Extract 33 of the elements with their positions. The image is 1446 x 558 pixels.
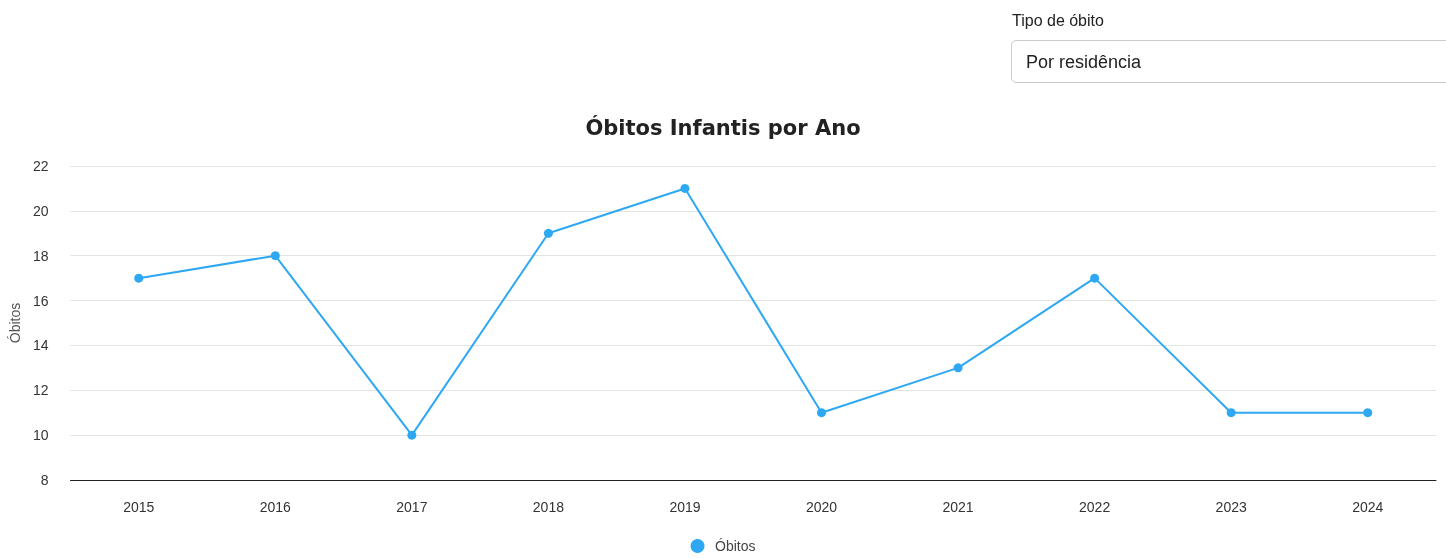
x-tick-label: 2022	[1079, 499, 1111, 515]
point	[953, 363, 963, 373]
y-tick-label: 16	[32, 292, 49, 309]
text: Tipo de óbito	[1012, 12, 1104, 30]
point	[817, 408, 827, 418]
y-tick-label: 14	[32, 337, 49, 354]
y-tick-label: 12	[32, 382, 49, 399]
y-tick-label: 8	[40, 472, 49, 488]
x-tick-label: 2021	[942, 499, 974, 515]
y-tick-label: 18	[32, 247, 49, 264]
point	[1226, 408, 1236, 418]
x-tick-label: 2024	[1352, 499, 1384, 515]
y-axis-title: Óbitos	[7, 302, 23, 344]
y-tick-label: 22	[32, 158, 49, 174]
x-tick-label: 2020	[805, 499, 838, 515]
y-tick-label: 10	[32, 427, 49, 444]
point	[407, 430, 417, 440]
chart-title: Óbitos Infantis por Ano	[585, 114, 861, 140]
point	[543, 228, 553, 238]
x-tick-label: 2023	[1215, 499, 1247, 515]
point	[1090, 273, 1100, 283]
y-tick-label: 20	[32, 202, 49, 219]
point	[680, 183, 690, 193]
x-tick-label: 2018	[532, 499, 565, 515]
x-tick-label: 2015	[123, 499, 155, 515]
dropdown-field: Por residência	[1011, 40, 1446, 83]
x-tick-label: 2016	[259, 499, 292, 515]
point	[134, 273, 144, 283]
point	[270, 251, 280, 261]
legend-label: Óbitos	[715, 538, 756, 554]
x-tick-label: 2017	[396, 499, 428, 515]
x-tick-label: 2019	[669, 499, 701, 515]
point	[1363, 408, 1373, 418]
